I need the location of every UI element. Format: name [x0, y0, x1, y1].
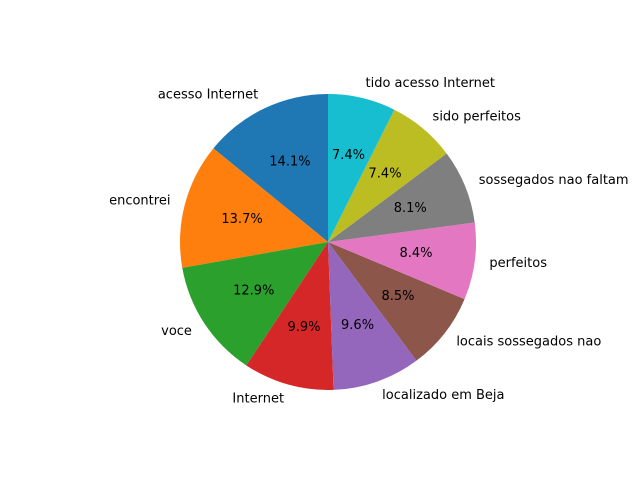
pie-slice-localizado-em-beja	[328, 242, 417, 390]
pie-slice-perfeitos	[328, 222, 476, 300]
pct-label-acesso-internet: 14.1%	[269, 154, 310, 169]
slice-label-encontrei: encontrei	[109, 194, 170, 209]
pct-label-sido-perfeitos: 7.4%	[369, 166, 402, 181]
pct-label-encontrei: 13.7%	[221, 212, 262, 227]
pct-label-perfeitos: 8.4%	[400, 246, 433, 261]
slice-label-acesso-internet: acesso Internet	[158, 87, 258, 102]
pct-label-sossegados-nao-faltam: 8.1%	[394, 201, 427, 216]
slice-label-voce: voce	[161, 324, 192, 339]
slice-label-sossegados-nao-faltam: sossegados nao faltam	[479, 173, 629, 188]
pct-label-localizado-em-beja: 9.6%	[341, 318, 374, 333]
pct-label-internet: 9.9%	[288, 320, 321, 335]
pie-slice-sido-perfeitos	[328, 109, 447, 242]
pie-slices	[179, 94, 476, 390]
slice-label-localizado-em-beja: localizado em Beja	[382, 388, 504, 403]
slice-label-tido-acesso-internet: tido acesso Internet	[366, 76, 495, 91]
pie-slice-locais-sossegados-nao	[328, 242, 465, 361]
pie-slice-sossegados-nao-faltam	[328, 153, 475, 242]
pct-label-locais-sossegados-nao: 8.5%	[381, 289, 414, 304]
pie-labels: acesso Internet 14.1% encontrei 13.7% voce 12…	[109, 76, 628, 406]
slice-label-locais-sossegados-nao: locais sossegados nao	[456, 335, 601, 350]
pie-slice-tido-acesso-internet	[328, 94, 395, 242]
pie-slice-encontrei	[179, 148, 328, 268]
pct-label-voce: 12.9%	[233, 283, 274, 298]
slice-label-sido-perfeitos: sido perfeitos	[433, 110, 522, 125]
pct-label-tido-acesso-internet: 7.4%	[332, 148, 365, 163]
pie-slice-acesso-internet	[213, 94, 328, 242]
pie-slice-internet	[246, 242, 334, 390]
slice-label-perfeitos: perfeitos	[489, 256, 547, 271]
pie-slice-voce	[182, 242, 328, 366]
slice-label-internet: Internet	[232, 391, 284, 406]
